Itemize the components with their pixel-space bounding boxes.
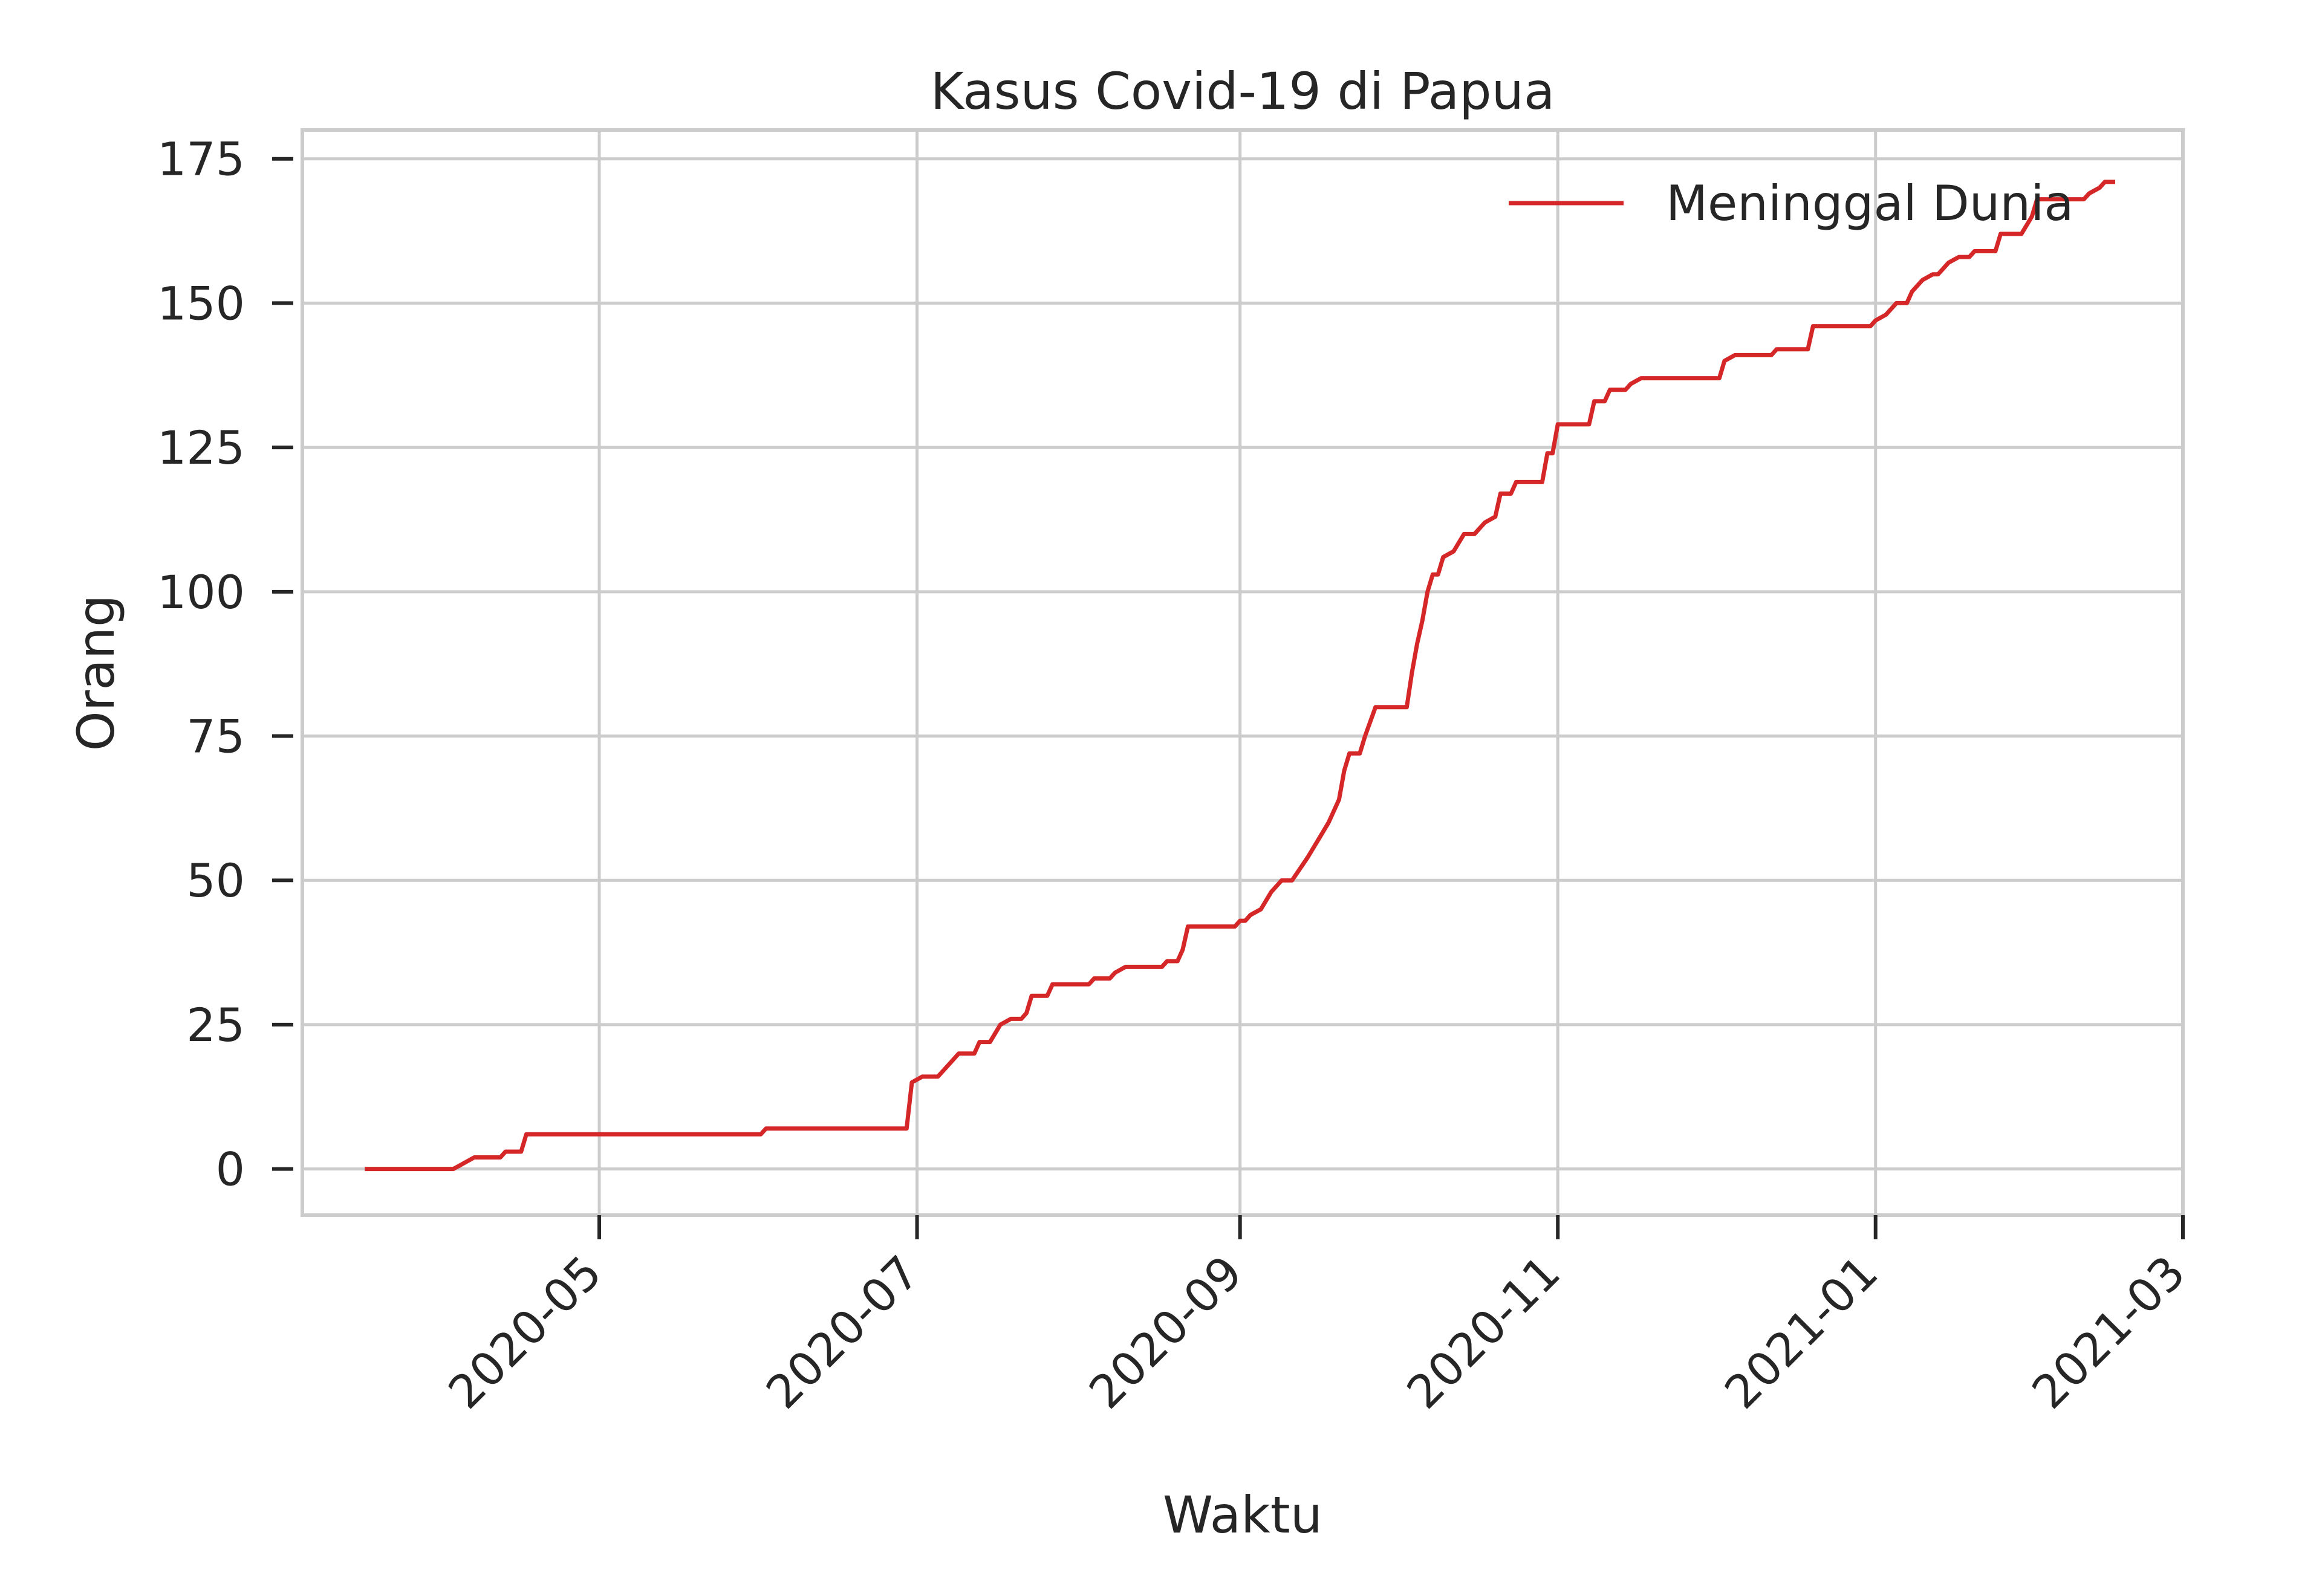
plot-frame [301,128,2185,1217]
y-tick-label: 0 [216,1143,245,1196]
legend: Meninggal Dunia [1509,175,2073,232]
series-layer [365,180,2115,1172]
y-tick-label: 175 [157,132,245,186]
y-tick-label: 25 [186,998,245,1052]
y-tick-label: 75 [186,710,245,764]
x-axis-label: Waktu [1163,1485,1322,1545]
y-tick-label: 125 [157,421,245,475]
chart-title: Kasus Covid-19 di Papua [931,62,1555,121]
series-line-meninggal-dunia [365,180,2115,1172]
y-tick-label: 100 [157,565,245,619]
y-axis-label: Orang [67,595,126,751]
grid [302,130,2185,1215]
y-tick-label: 150 [157,276,245,330]
legend-label-meninggal-dunia: Meninggal Dunia [1666,175,2073,232]
y-tick-label: 50 [186,854,245,907]
